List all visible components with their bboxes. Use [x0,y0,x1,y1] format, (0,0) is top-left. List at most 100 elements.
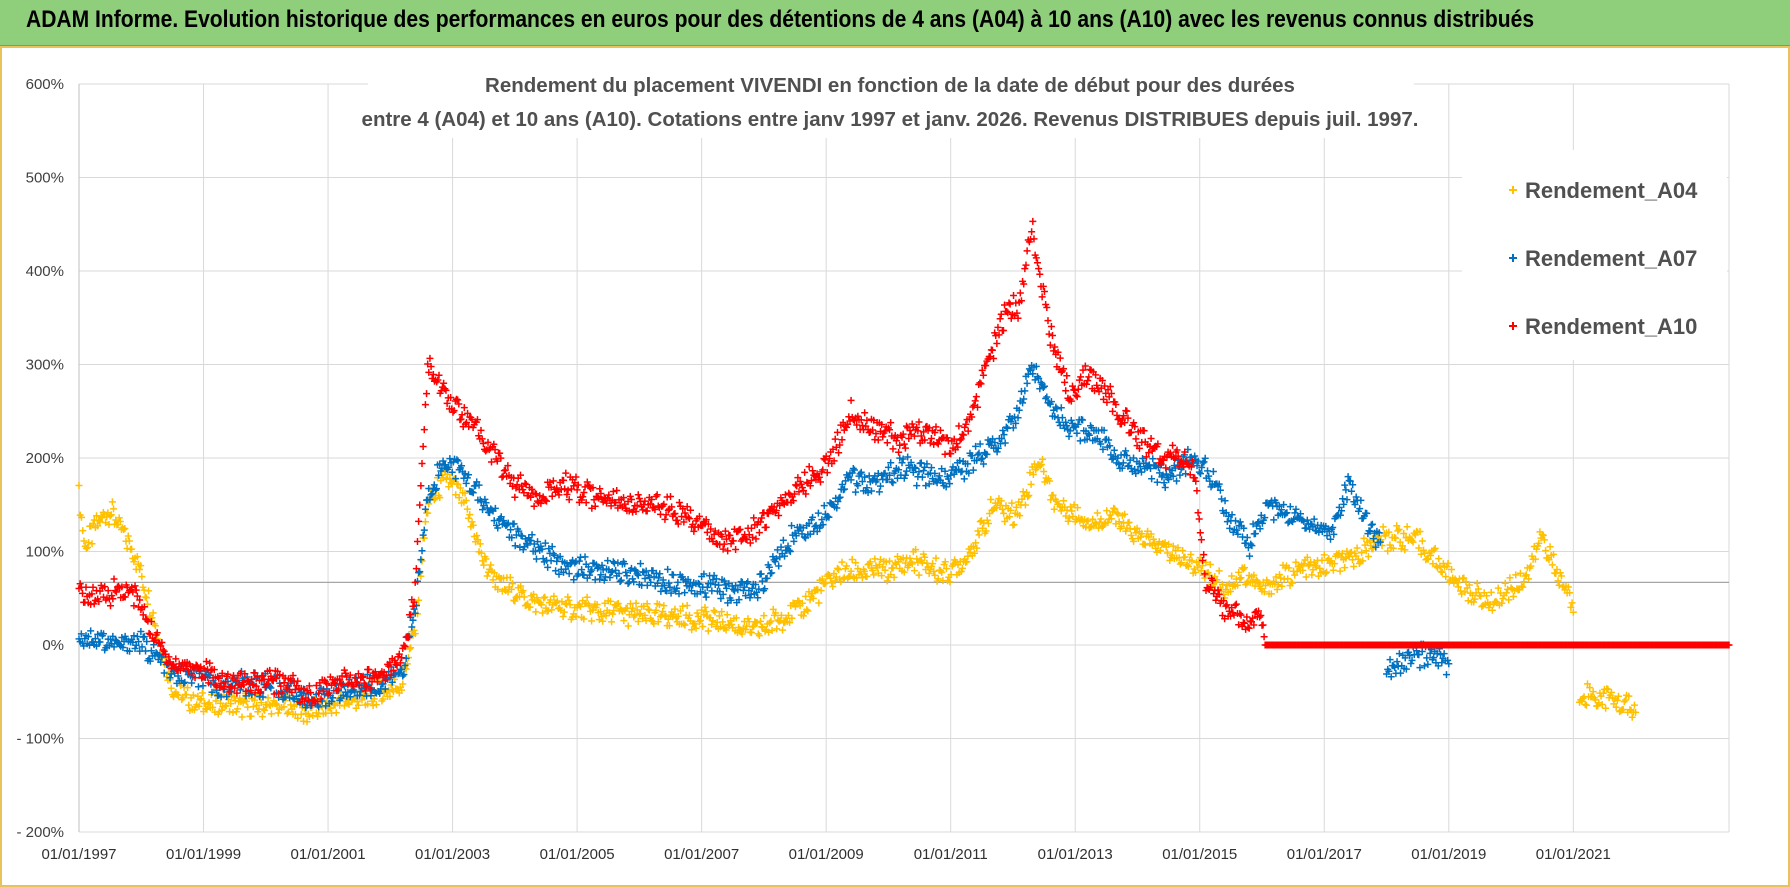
data-point [927,434,935,442]
data-point [1054,348,1062,356]
data-point [447,394,455,402]
data-point [818,575,826,583]
data-point [370,695,378,703]
data-point [389,666,397,674]
data-point [1057,507,1065,515]
data-point [1357,496,1365,504]
data-point [732,546,740,554]
data-point [831,435,839,443]
data-point [942,483,950,491]
data-point [1497,589,1505,597]
data-point [223,693,231,701]
data-point [836,441,844,449]
data-point [1241,564,1249,572]
data-point [124,532,132,540]
data-point [1288,579,1296,587]
data-point [947,471,955,479]
data-point [1067,416,1075,424]
data-point [1003,307,1011,315]
data-point [1193,462,1201,470]
data-point [454,457,462,465]
data-point [1140,427,1148,435]
data-point [976,440,984,448]
data-point [507,585,515,593]
data-point [1192,477,1200,485]
data-point [702,608,710,616]
data-point [488,506,496,514]
data-point [395,650,403,658]
data-point [249,681,257,689]
data-point [747,629,755,637]
data-point [96,638,104,646]
data-point [593,601,601,609]
data-point [1725,641,1733,649]
data-point [1074,420,1082,428]
data-point [1417,550,1425,558]
data-point [1063,372,1071,380]
data-point [1347,548,1355,556]
data-point [738,630,746,638]
data-point [1303,553,1311,561]
data-point [809,513,817,521]
data-point [1363,509,1371,517]
data-point [1245,624,1253,632]
data-point [1218,580,1226,588]
data-point [1487,588,1495,596]
data-point [229,709,237,717]
data-point [1251,609,1259,617]
data-point [1221,615,1229,623]
data-point [1045,330,1053,338]
data-point [655,574,663,582]
data-point [1165,540,1173,548]
data-point [915,418,923,426]
data-point [287,701,295,709]
data-point [772,609,780,617]
data-point [1389,544,1397,552]
data-point [483,572,491,580]
data-point [182,691,190,699]
data-point [622,568,630,576]
data-point [1415,544,1423,552]
data-point [977,380,985,388]
data-point [458,462,466,470]
data-point [563,490,571,498]
data-point [809,467,817,475]
data-point [391,656,399,664]
data-point [386,692,394,700]
data-point [1399,542,1406,550]
data-point [369,702,377,710]
data-point [764,510,772,518]
data-point [1366,527,1374,535]
data-point [233,689,241,697]
data-point [399,680,407,688]
data-point [560,608,568,616]
data-point [338,672,346,680]
data-point [847,567,855,575]
data-point [354,670,362,678]
data-point [386,658,394,666]
data-point [925,569,933,577]
data-point [632,507,640,515]
data-point [652,606,660,614]
data-point [874,436,882,444]
data-point [1353,544,1361,552]
data-point [1123,452,1131,460]
data-point [1092,520,1100,528]
legend-background [1462,150,1727,360]
data-point [946,480,954,488]
data-point [1181,553,1189,561]
data-point [398,654,406,662]
data-point [1103,398,1111,406]
data-point [1039,384,1047,392]
data-point [1241,619,1249,627]
data-point [205,699,213,707]
data-point [843,423,851,431]
data-point [1182,470,1190,478]
data-point [708,620,716,628]
data-point [520,593,528,601]
data-point [974,451,982,459]
data-point [110,575,118,583]
data-point [1004,424,1012,432]
data-point [1036,270,1044,278]
x-tick-label: 01/01/1997 [41,846,116,863]
